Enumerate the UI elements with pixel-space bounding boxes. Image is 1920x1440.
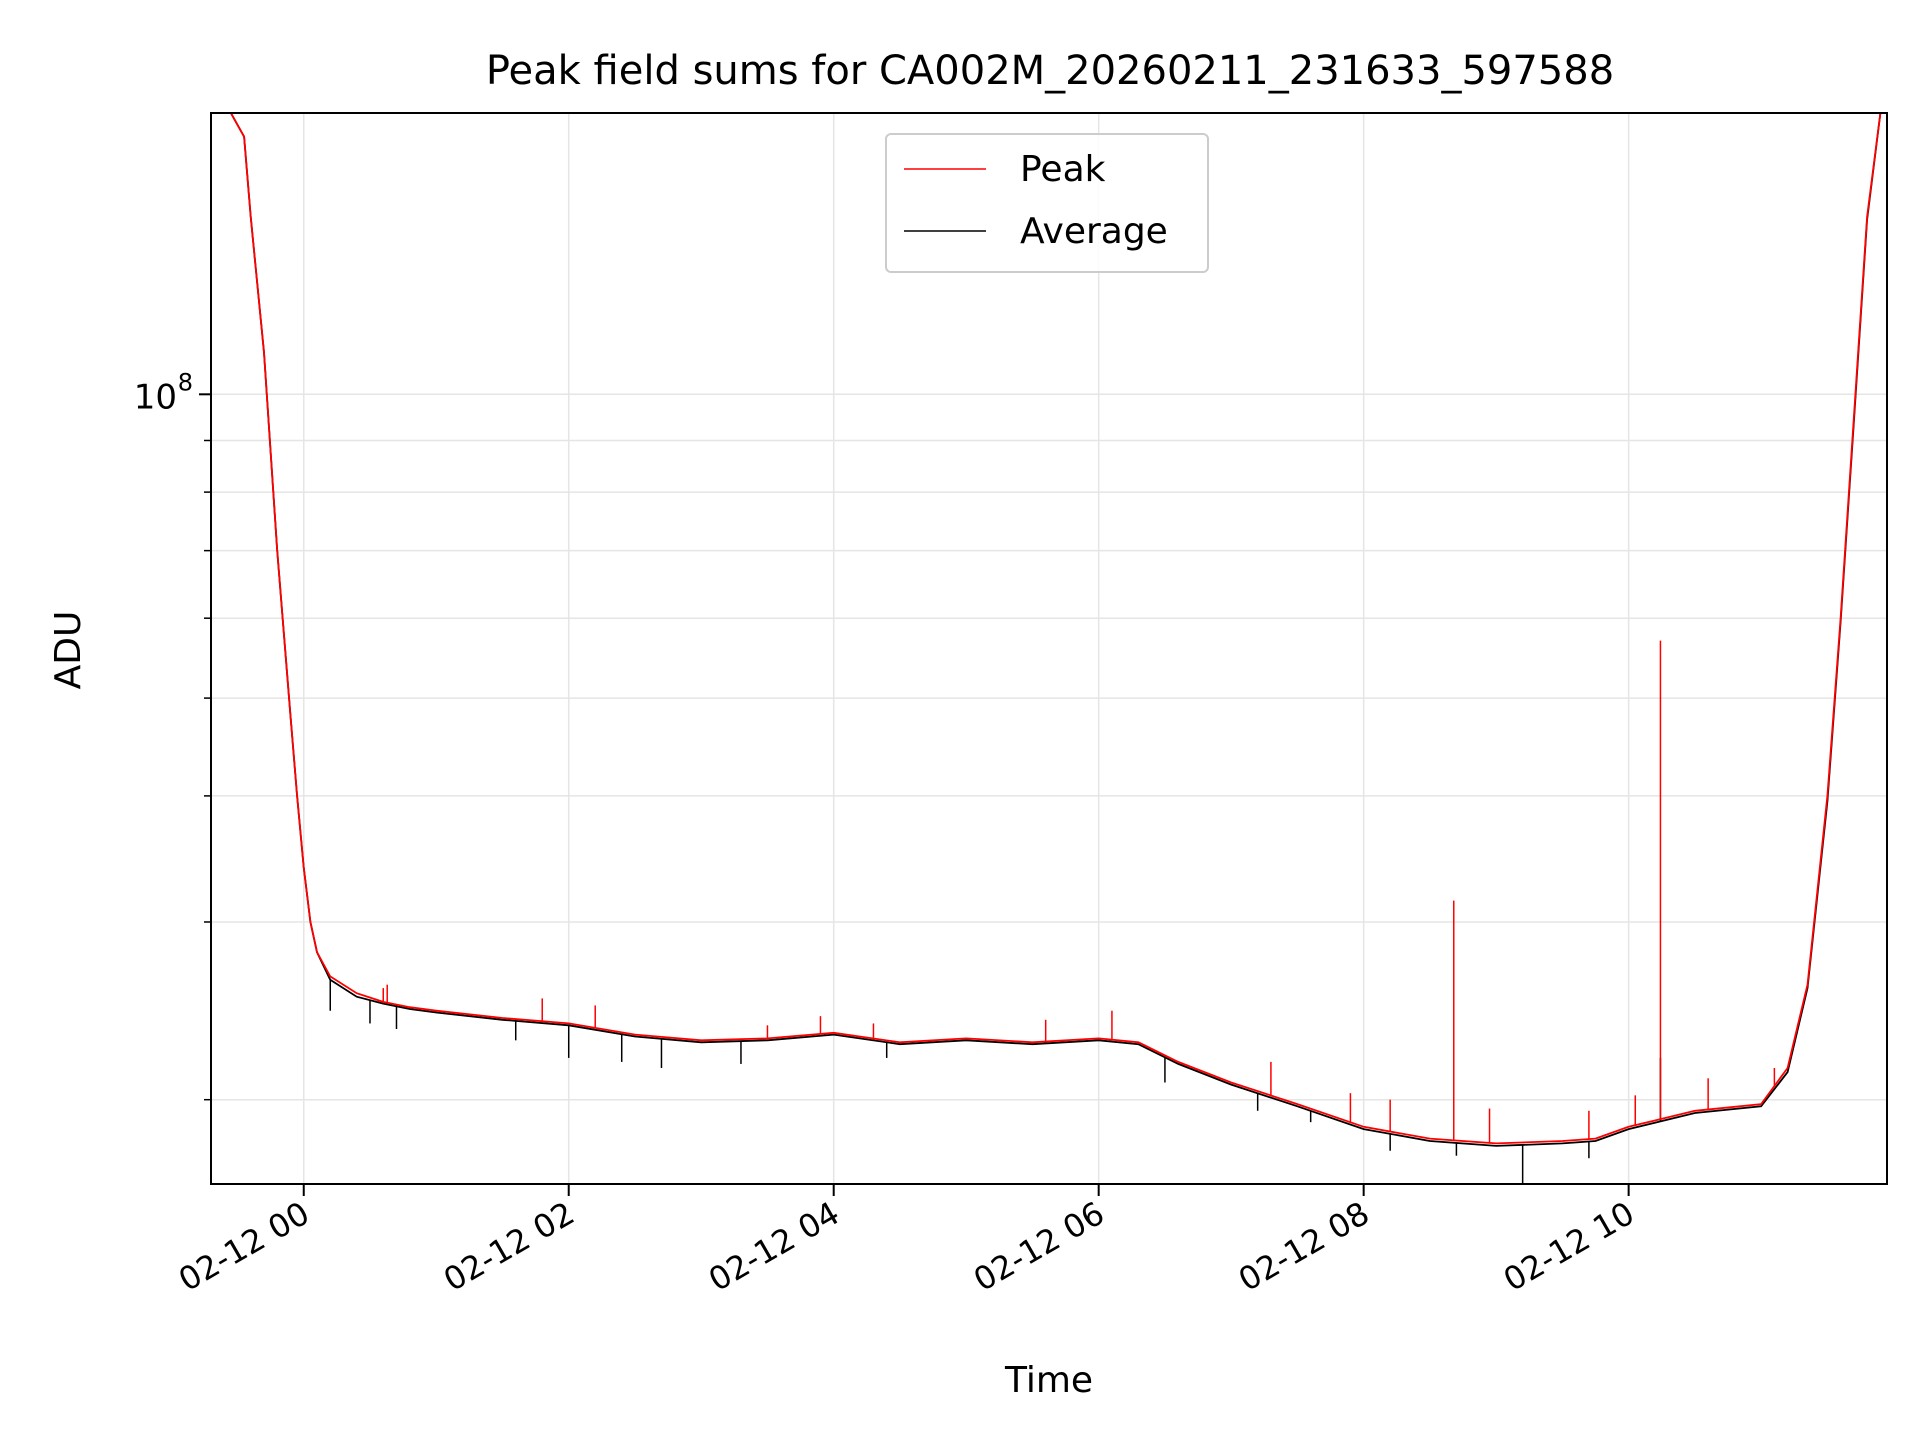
- y-tick-label-exponent: 8: [178, 368, 193, 396]
- legend-peak-label: Peak: [1020, 149, 1106, 190]
- legend-average-label: Average: [1020, 211, 1168, 252]
- peak-series-line: [230, 113, 1882, 1145]
- legend: Peak Average: [885, 133, 1209, 273]
- chart-title: Peak field sums for CA002M_20260211_2316…: [486, 48, 1614, 94]
- plot-frame: [210, 112, 1888, 1185]
- x-axis-label: Time: [1004, 1360, 1093, 1401]
- y-tick-label: 10: [134, 377, 177, 417]
- y-axis-label: ADU: [48, 611, 89, 690]
- grid-lines: [211, 113, 1887, 1184]
- series-lines: [230, 113, 1882, 1184]
